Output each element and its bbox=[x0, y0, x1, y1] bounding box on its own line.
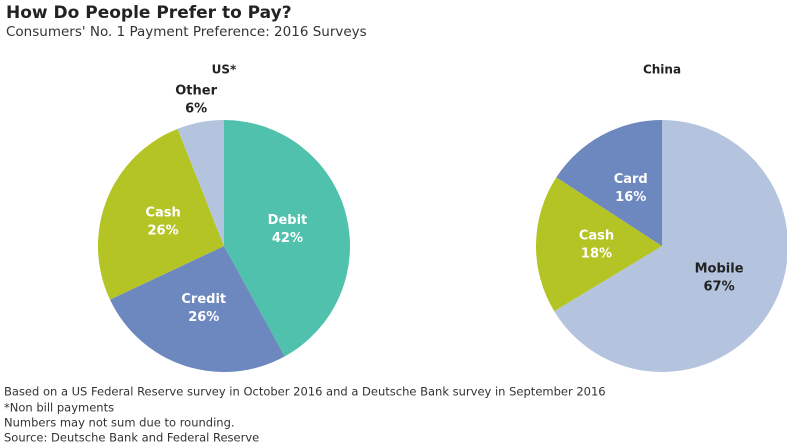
slice-label: Mobile bbox=[695, 262, 744, 277]
note: Numbers may not sum due to rounding. bbox=[4, 416, 235, 430]
note: Source: Deutsche Bank and Federal Reserv… bbox=[4, 431, 259, 444]
chart-subtitle: Consumers' No. 1 Payment Preference: 201… bbox=[6, 24, 367, 40]
chart-title: How Do People Prefer to Pay? bbox=[6, 3, 292, 23]
slice-label: Other bbox=[175, 83, 217, 98]
note: Based on a US Federal Reserve survey in … bbox=[4, 385, 606, 399]
pie-title: US* bbox=[212, 63, 237, 77]
value-label: 18% bbox=[581, 246, 612, 261]
slice-label: Cash bbox=[145, 205, 180, 220]
value-label: 67% bbox=[704, 280, 735, 295]
pie-slice bbox=[109, 246, 285, 373]
pie-slice bbox=[97, 128, 224, 300]
value-label: 26% bbox=[148, 223, 179, 238]
value-label: 6% bbox=[185, 101, 207, 116]
pie-slice bbox=[536, 177, 662, 312]
pie-slice bbox=[177, 120, 224, 246]
slice-label: Card bbox=[614, 172, 648, 187]
pie-title: China bbox=[643, 63, 681, 77]
value-label: 26% bbox=[188, 310, 219, 325]
pie-slice bbox=[554, 120, 787, 372]
slice-label: Credit bbox=[181, 292, 226, 307]
value-label: 42% bbox=[272, 231, 303, 246]
pie-slice bbox=[556, 120, 662, 246]
pie-slice bbox=[224, 120, 351, 357]
slice-label: Debit bbox=[268, 213, 308, 228]
note: *Non bill payments bbox=[4, 401, 114, 415]
slice-label: Cash bbox=[579, 228, 614, 243]
value-label: 16% bbox=[615, 190, 646, 205]
